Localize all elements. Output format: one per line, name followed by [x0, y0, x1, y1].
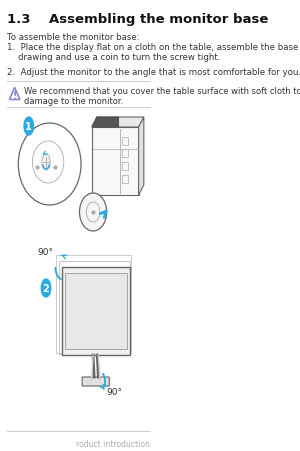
Text: To assemble the monitor base:: To assemble the monitor base: — [7, 33, 140, 42]
Text: 2.  Adjust the monitor to the angle that is most comfortable for you.: 2. Adjust the monitor to the angle that … — [7, 68, 300, 77]
FancyBboxPatch shape — [65, 273, 127, 349]
Text: 2: 2 — [43, 283, 50, 293]
Ellipse shape — [80, 193, 107, 231]
Circle shape — [24, 118, 34, 136]
FancyBboxPatch shape — [62, 267, 130, 355]
Polygon shape — [139, 118, 144, 196]
Text: 1.  Place the display flat on a cloth on the table, assemble the base according : 1. Place the display flat on a cloth on … — [7, 43, 300, 62]
Text: 1.3    Assembling the monitor base: 1.3 Assembling the monitor base — [7, 13, 269, 26]
Text: !: ! — [12, 91, 17, 101]
Circle shape — [41, 279, 51, 297]
FancyBboxPatch shape — [92, 128, 139, 196]
Polygon shape — [93, 118, 119, 128]
Polygon shape — [92, 118, 144, 128]
Text: 90°: 90° — [106, 388, 122, 396]
Text: 1: 1 — [26, 122, 32, 132]
Text: 90°: 90° — [37, 248, 53, 257]
Circle shape — [42, 155, 50, 170]
Text: We recommend that you cover the table surface with soft cloth to prevent
damage : We recommend that you cover the table su… — [24, 87, 300, 106]
FancyBboxPatch shape — [82, 377, 109, 386]
Text: roduct introduction: roduct introduction — [76, 439, 150, 448]
